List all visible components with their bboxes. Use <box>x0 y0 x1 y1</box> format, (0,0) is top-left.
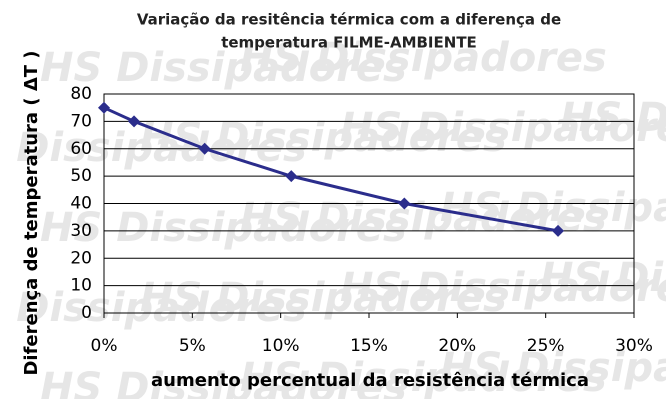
watermark: HS Dissipadores <box>440 185 666 231</box>
x-tick-label: 0% <box>91 336 118 356</box>
y-tick-label: 80 <box>70 84 92 104</box>
chart-title: Variação da resitência térmica com a dif… <box>137 11 561 29</box>
x-tick-label: 30% <box>615 336 653 356</box>
watermark: HS Dissipadores <box>340 265 666 311</box>
watermark: HS Dissipadores <box>240 355 607 399</box>
line <box>103 106 559 233</box>
watermark: HS Dissipadores <box>0 285 307 331</box>
y-tick-label: 20 <box>70 248 92 268</box>
y-tick-label: 60 <box>70 139 92 159</box>
x-tick-label: 15% <box>350 336 388 356</box>
y-tick-label: 0 <box>81 303 92 323</box>
y-axis-label: Diferença de temperatura ( ΔT ) <box>21 50 42 375</box>
marker <box>98 101 110 114</box>
watermark: HS Dissipadores <box>140 115 507 161</box>
marker <box>398 197 411 210</box>
y-tick-label: 10 <box>70 276 92 296</box>
y-tick-label: 70 <box>70 111 92 131</box>
y-tick-label: 30 <box>70 221 92 241</box>
x-tick-label: 25% <box>527 336 565 356</box>
watermark: HS Dissipadores <box>240 35 607 81</box>
watermark: HS Dissipadores <box>340 105 666 151</box>
watermark: HS Dissipadores <box>40 205 407 251</box>
marker <box>128 115 141 128</box>
watermark: HS Dissipadores <box>40 365 407 399</box>
watermark: HS Dissipadores <box>240 195 607 241</box>
marker <box>552 224 565 237</box>
marker <box>285 170 298 183</box>
marker <box>198 142 211 155</box>
y-tick-label: 40 <box>70 194 92 214</box>
watermark: HS Dissipadores <box>540 255 666 301</box>
watermark: HS Dissipadores <box>40 45 407 91</box>
plot-border <box>103 93 635 314</box>
chart-subtitle: temperatura FILME-AMBIENTE <box>221 34 477 52</box>
x-tick-label: 20% <box>438 336 476 356</box>
x-tick-label: 5% <box>179 336 206 356</box>
y-tick-label: 50 <box>70 166 92 186</box>
watermark: HS Dissipadores <box>440 345 666 391</box>
watermark: HS Dissipadores <box>560 95 666 141</box>
x-tick-label: 10% <box>262 336 300 356</box>
x-axis-label: aumento percentual da resistência térmic… <box>151 370 589 391</box>
